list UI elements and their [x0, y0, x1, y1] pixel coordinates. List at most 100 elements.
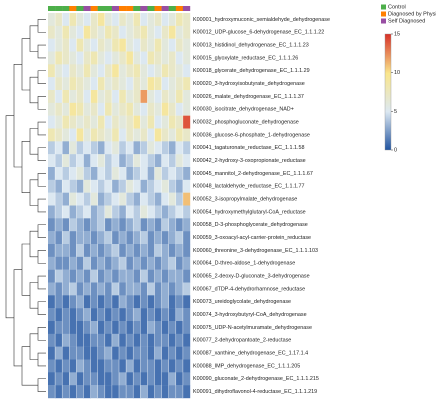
heat-cell [55, 333, 63, 347]
heat-cell [168, 64, 176, 78]
heat-cell [83, 102, 91, 116]
heat-cell [140, 128, 148, 142]
row-label: K00045_mannitol_2-dehydrogenase_EC_1.1.1… [193, 171, 313, 177]
heat-cell [140, 25, 148, 39]
heat-cell [97, 192, 105, 206]
heat-cell [55, 154, 63, 168]
heat-cell [83, 372, 91, 386]
heat-cell [147, 231, 155, 245]
heat-cell [154, 372, 162, 386]
heat-cell [161, 321, 169, 335]
heat-cell [76, 154, 84, 168]
heat-cell [104, 167, 113, 181]
heat-cell [154, 308, 162, 322]
heat-cell [97, 167, 105, 181]
heat-cell [111, 128, 120, 142]
heat-cell [175, 13, 184, 27]
heat-cell [76, 256, 84, 270]
heat-cell [111, 385, 120, 399]
heat-cell [48, 231, 56, 245]
heat-cell [168, 372, 176, 386]
heat-cell [140, 346, 148, 360]
heat-cell [119, 282, 127, 296]
heat-cell [161, 77, 169, 91]
heat-cell [133, 269, 141, 283]
heat-cell [48, 346, 56, 360]
heat-cell [168, 295, 176, 309]
row-label: K00087_xanthine_dehydrogenase_EC_1.17.1.… [193, 351, 308, 357]
heat-cell [55, 167, 63, 181]
heat-cell [168, 51, 176, 65]
heat-cell [168, 256, 176, 270]
row-label: K00030_isocitrate_dehydrogenase_NAD+ [193, 107, 294, 113]
heat-cell [168, 38, 176, 52]
heat-cell [161, 90, 169, 104]
dendrogram-branch [29, 76, 38, 104]
heat-cell [62, 141, 70, 155]
heat-cell [104, 90, 113, 104]
heat-cell [126, 218, 134, 232]
heat-cell [140, 167, 148, 181]
heat-cell [161, 179, 169, 193]
dendrogram-branch [37, 224, 46, 238]
heat-cell [147, 64, 155, 78]
heat-cell [62, 102, 70, 116]
heat-cell [182, 333, 191, 347]
heat-cell [83, 64, 91, 78]
heat-cell [140, 372, 148, 386]
heat-cell [154, 192, 162, 206]
heat-cell [175, 128, 184, 142]
heat-cell [168, 167, 176, 181]
heat-cell [133, 141, 141, 155]
heat-cell [104, 231, 113, 245]
heat-cell [76, 333, 84, 347]
heat-cell [140, 269, 148, 283]
heat-cell [133, 167, 141, 181]
column-annotation [133, 6, 141, 11]
heat-cell [182, 205, 191, 219]
dendrogram-branch [29, 282, 38, 309]
heat-cell [55, 102, 63, 116]
heat-cell [175, 141, 184, 155]
heat-cell [62, 359, 70, 373]
heat-cell [175, 115, 184, 129]
heat-cell [140, 333, 148, 347]
heat-cell [62, 385, 70, 399]
heat-cell [154, 102, 162, 116]
column-annotation [69, 6, 77, 11]
heat-cell [147, 321, 155, 335]
heat-cell [111, 269, 120, 283]
heat-cell [76, 38, 84, 52]
heat-cell [111, 244, 120, 258]
heat-cell [147, 141, 155, 155]
heat-cell [62, 321, 70, 335]
heat-cell [140, 90, 148, 104]
heat-cell [140, 102, 148, 116]
heat-cell [161, 244, 169, 258]
heat-cell [104, 38, 113, 52]
dendrogram-branch [29, 179, 38, 206]
heat-cell [182, 102, 191, 116]
row-label: K00088_IMP_dehydrogenase_EC_1.1.1.205 [193, 363, 300, 369]
heat-cell [161, 372, 169, 386]
heat-cell [69, 90, 77, 104]
heat-cell [126, 256, 134, 270]
heat-cell [76, 244, 84, 258]
heat-cell [182, 385, 191, 399]
heat-cell [83, 154, 91, 168]
heat-cell [126, 141, 134, 155]
heat-cell [69, 167, 77, 181]
heat-cell [97, 256, 105, 270]
heat-cell [104, 154, 113, 168]
heat-cell [76, 385, 84, 399]
heat-cell [119, 179, 127, 193]
heat-cell [154, 128, 162, 142]
heat-cell [182, 218, 191, 232]
heat-cell [104, 64, 113, 78]
heat-cell [111, 64, 120, 78]
row-label: K00018_glycerate_dehydrogenase_EC_1.1.1.… [193, 68, 310, 74]
heat-cell [62, 64, 70, 78]
heat-cell [90, 167, 98, 181]
heat-cell [133, 295, 141, 309]
